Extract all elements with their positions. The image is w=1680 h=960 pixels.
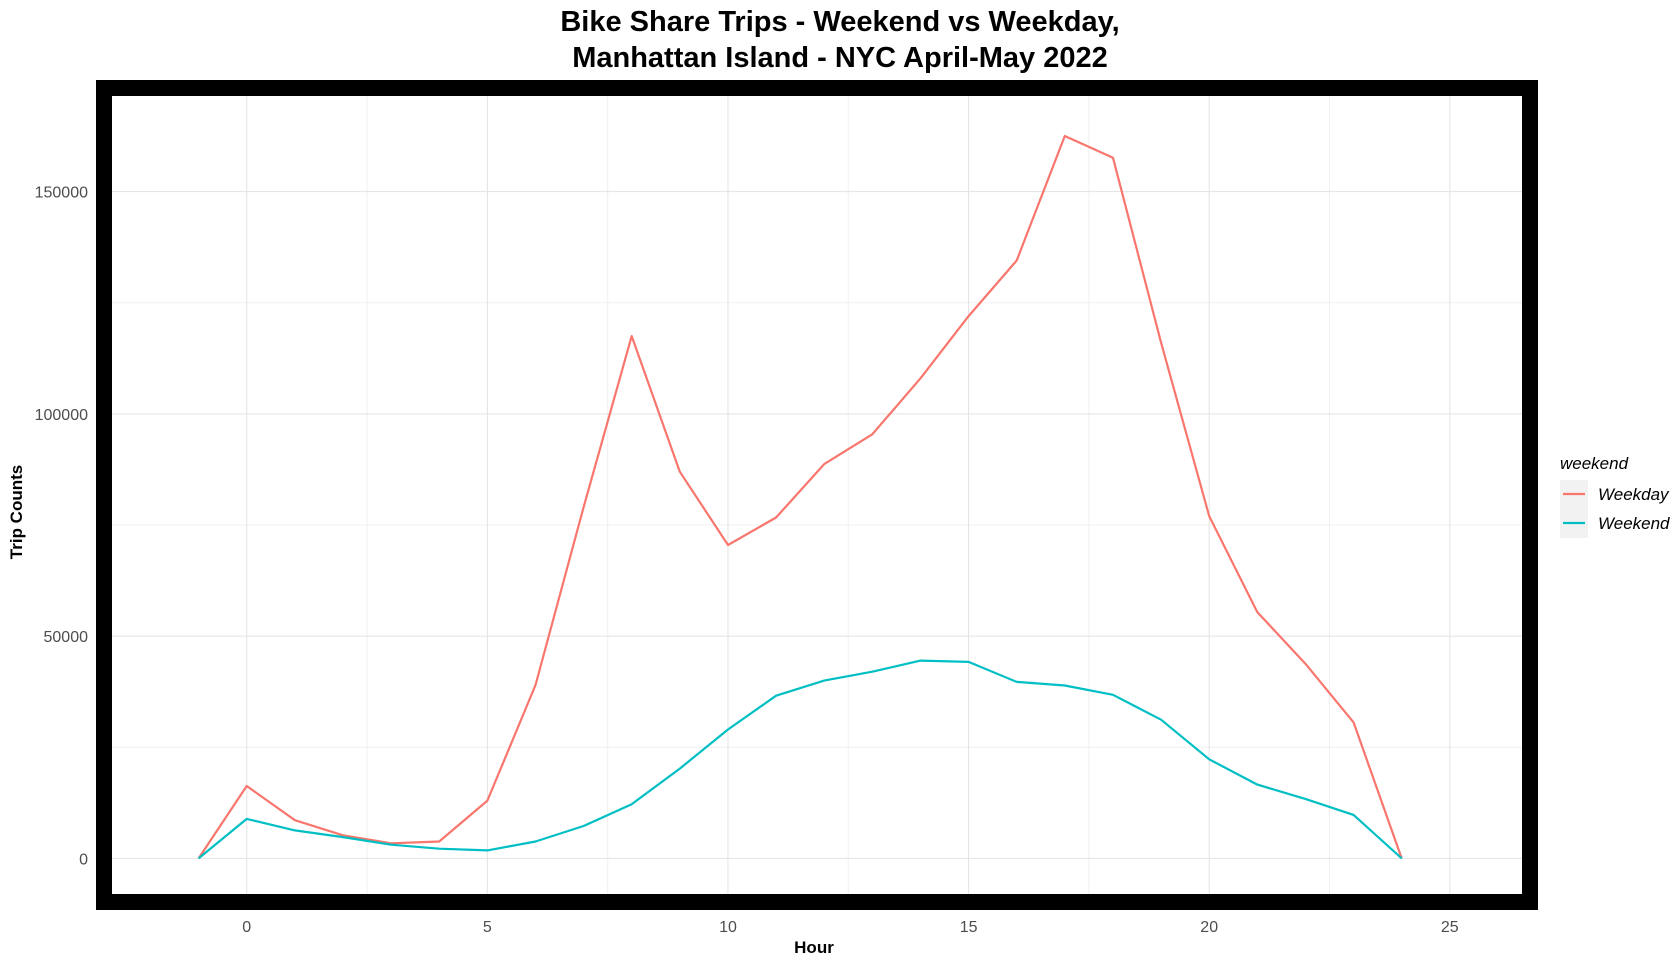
plot-frame	[96, 80, 1538, 910]
x-axis-title: Hour	[794, 938, 834, 957]
legend-title: weekend	[1560, 454, 1629, 473]
y-tick-label: 0	[79, 851, 88, 868]
grid	[112, 96, 1522, 894]
series-lines	[197, 134, 1403, 860]
x-tick-label: 25	[1441, 919, 1459, 936]
tick-labels: 0 5 10 15 20 25 0 50000 100000 150000	[35, 185, 1459, 936]
legend-label-weekday: Weekday	[1598, 485, 1670, 504]
series-line-weekday	[197, 134, 1403, 860]
x-tick-label: 15	[960, 919, 978, 936]
chart-title-line-2: Manhattan Island - NYC April-May 2022	[572, 42, 1108, 74]
legend-key-background	[1560, 480, 1588, 538]
x-tick-label: 0	[242, 919, 251, 936]
series-line-weekend	[197, 659, 1403, 860]
legend: weekend Weekday Weekend	[1560, 454, 1670, 538]
chart-title: Bike Share Trips - Weekend vs Weekday, M…	[0, 4, 1680, 76]
legend-label-weekend: Weekend	[1598, 514, 1670, 533]
y-axis-title: Trip Counts	[7, 465, 26, 559]
x-tick-label: 10	[719, 919, 737, 936]
x-tick-label: 5	[483, 919, 492, 936]
y-tick-label: 50000	[44, 629, 89, 646]
y-tick-label: 150000	[35, 185, 88, 202]
chart-title-line-1: Bike Share Trips - Weekend vs Weekday,	[560, 6, 1120, 38]
y-tick-label: 100000	[35, 407, 88, 424]
x-tick-label: 20	[1200, 919, 1218, 936]
